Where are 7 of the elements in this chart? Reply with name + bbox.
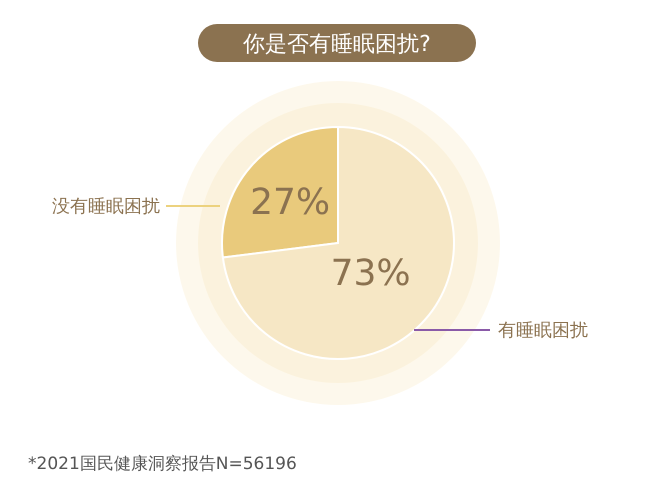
data-label: 27% bbox=[250, 182, 330, 223]
text: *2021国民健康洞察报告N=56196 bbox=[28, 454, 297, 474]
chart-title: 你是否有睡眠困扰? bbox=[242, 32, 431, 57]
data-label: 73% bbox=[330, 252, 411, 294]
slice-label: 有睡眠困扰 bbox=[498, 320, 588, 341]
slice-label: 没有睡眠困扰 bbox=[52, 196, 160, 217]
pie-slice bbox=[222, 126, 455, 360]
